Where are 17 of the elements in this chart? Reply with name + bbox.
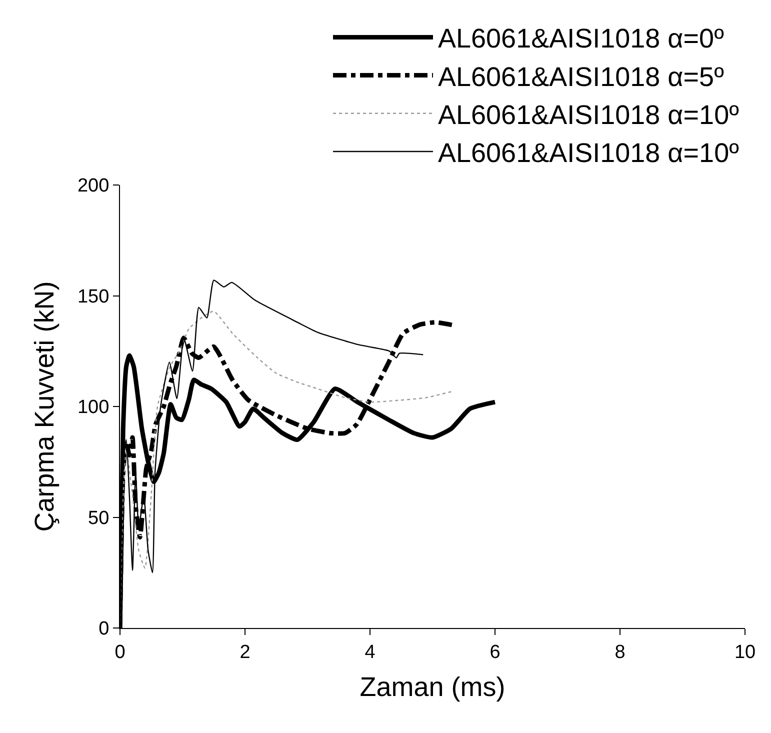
y-tick-label: 0 <box>98 618 110 640</box>
y-tick-label: 100 <box>77 397 110 418</box>
y-axis-title: Çarpma Kuvveti (kN) <box>30 281 60 532</box>
x-tick-label: 2 <box>240 642 250 663</box>
legend-label: AL6061&AISI1018 α=10º <box>438 100 740 130</box>
y-tick-label: 50 <box>88 508 110 529</box>
x-tick-label: 0 <box>114 642 126 663</box>
y-tick-label: 150 <box>77 286 110 308</box>
legend-label: AL6061&AISI1018 α=5º <box>438 62 724 92</box>
x-tick-label: 8 <box>614 642 626 663</box>
x-tick-label: 6 <box>490 642 500 663</box>
y-tick-label: 200 <box>77 176 110 197</box>
x-axis-title: Zaman (ms) <box>360 672 506 702</box>
x-tick-label: 10 <box>734 642 756 663</box>
legend-label: AL6061&AISI1018 α=10º <box>438 138 740 168</box>
legend-label: AL6061&AISI1018 α=0º <box>438 24 724 54</box>
x-tick-label: 4 <box>364 642 376 663</box>
